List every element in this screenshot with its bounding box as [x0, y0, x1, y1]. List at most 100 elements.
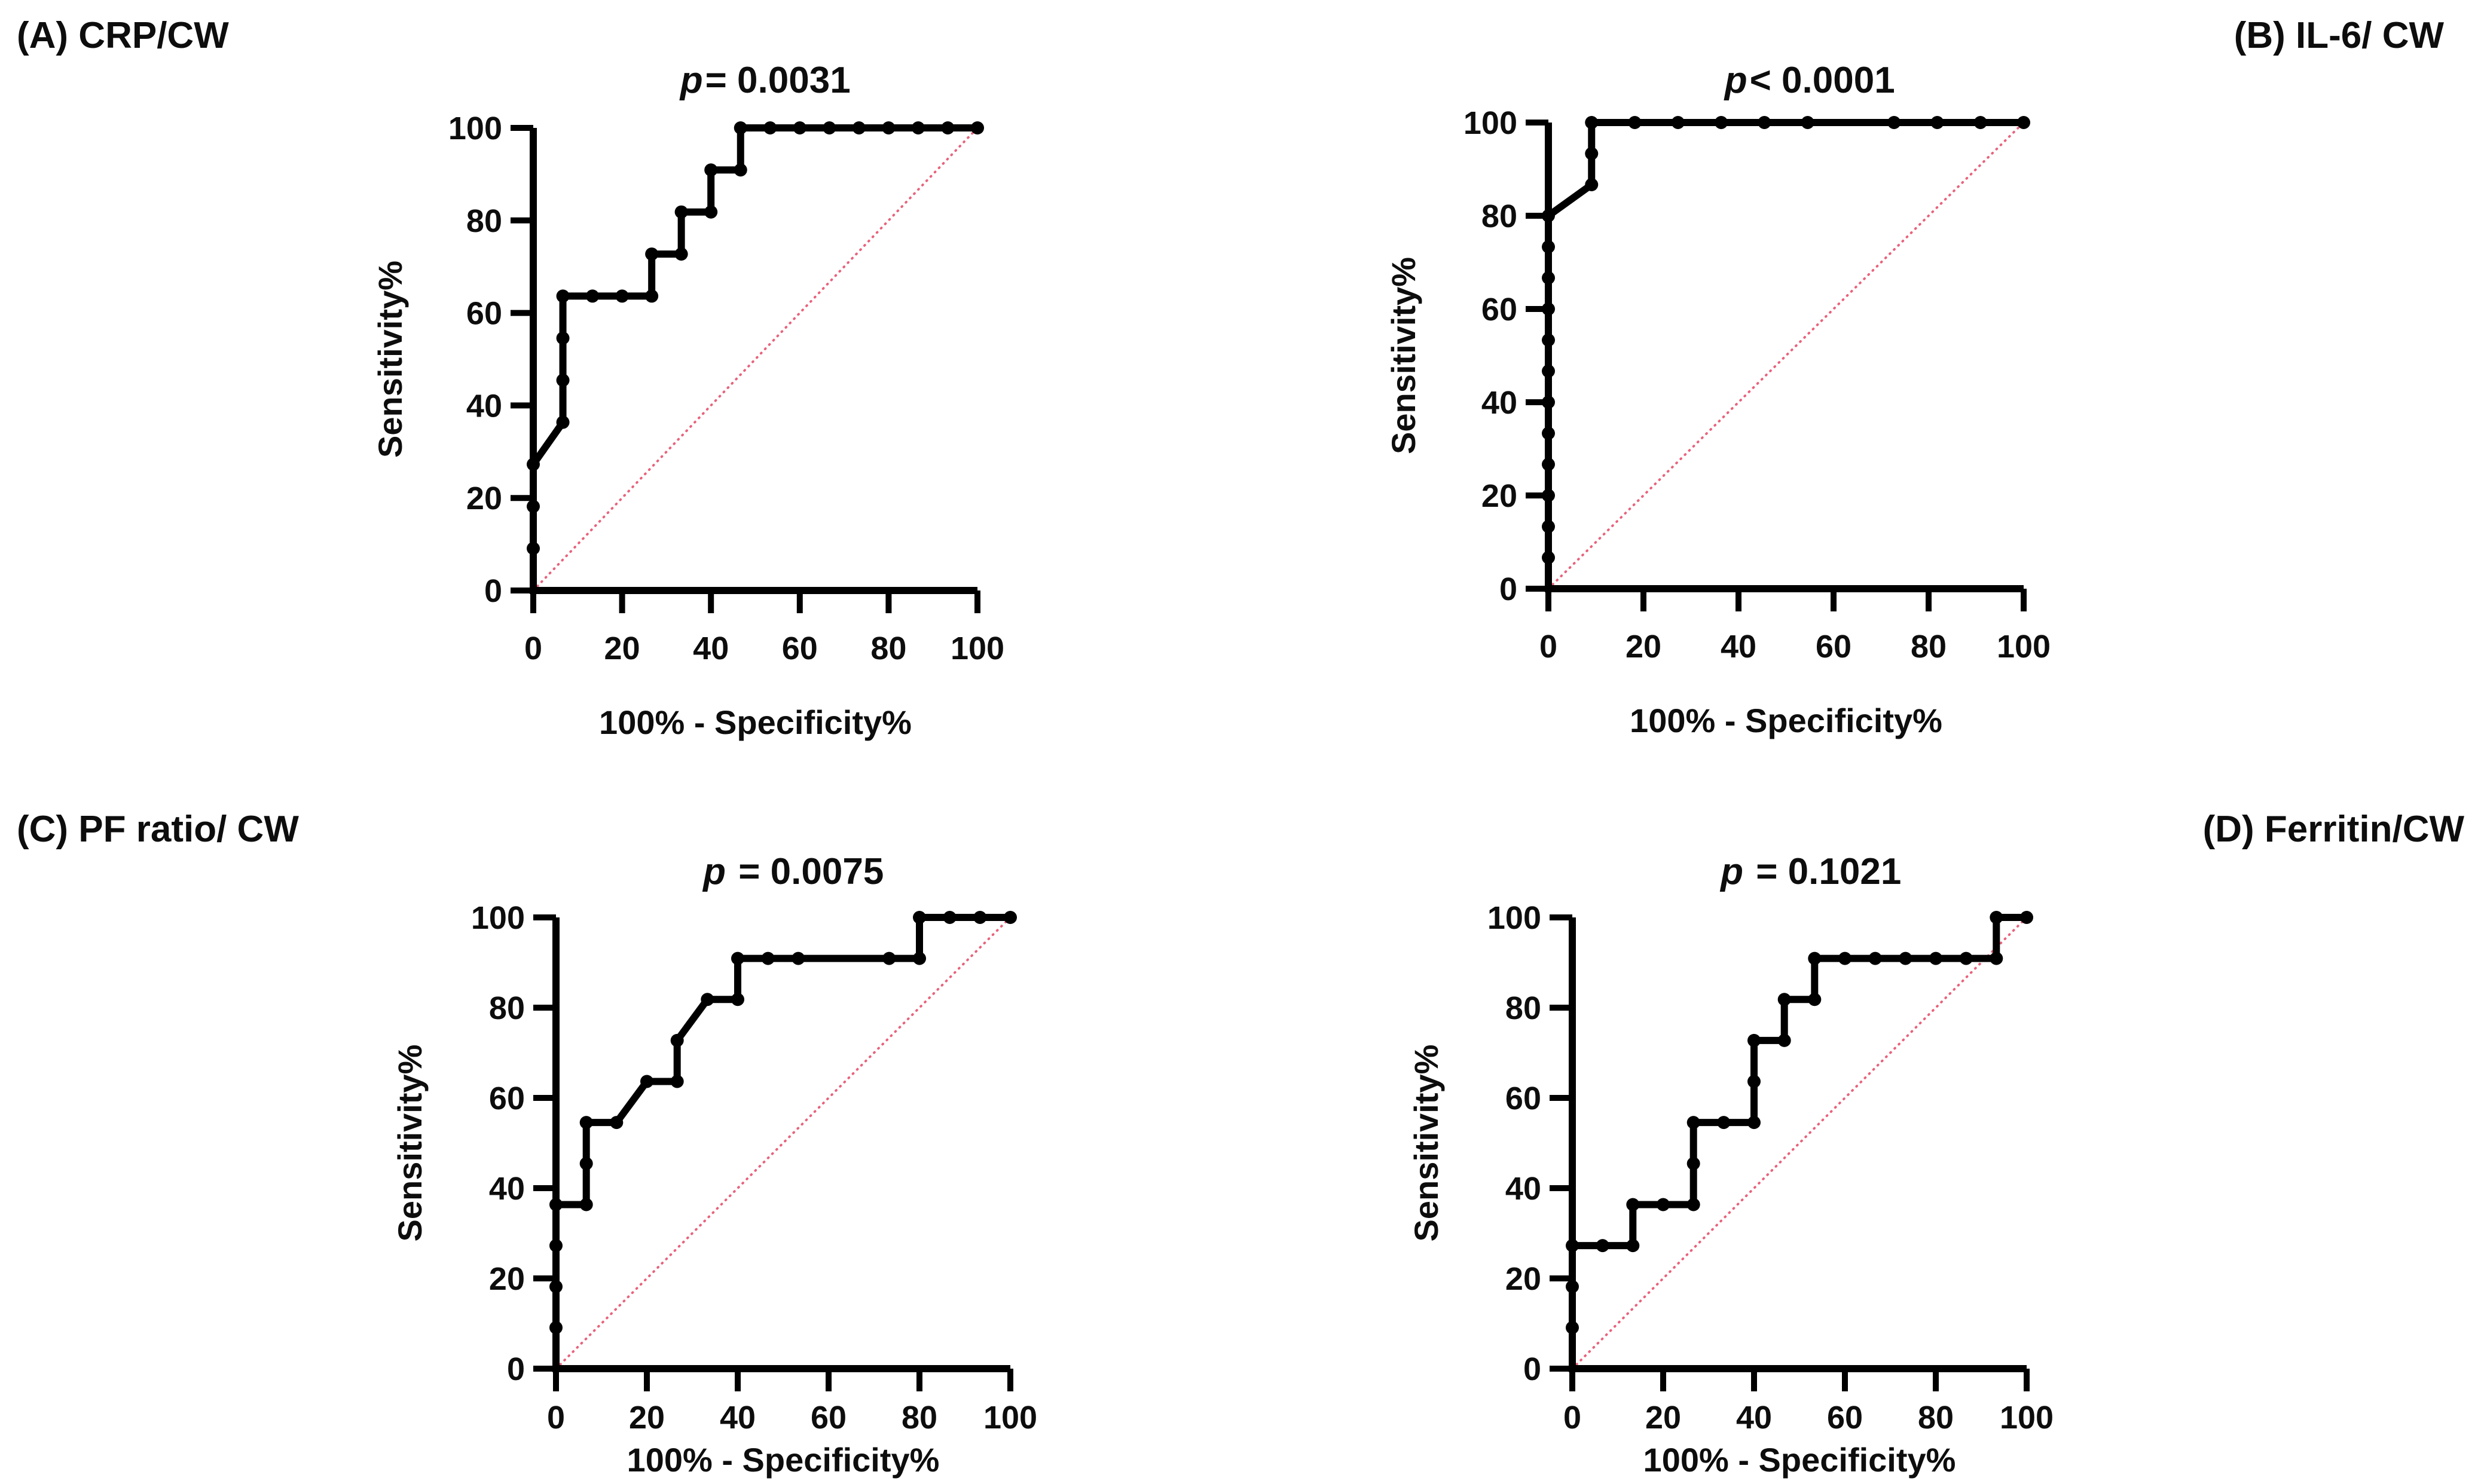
- roc-point: [670, 1075, 684, 1088]
- roc-point: [943, 911, 957, 924]
- roc-point: [2017, 116, 2030, 129]
- roc-point: [1542, 333, 1555, 347]
- x-tick-label: 0: [1563, 1400, 1581, 1436]
- roc-point: [610, 1116, 624, 1130]
- roc-point: [704, 205, 718, 219]
- roc-point: [1542, 302, 1555, 316]
- roc-point: [1747, 1033, 1761, 1047]
- roc-point: [971, 121, 984, 134]
- y-tick-label: 60: [466, 296, 502, 332]
- y-tick-label: 40: [1505, 1171, 1541, 1207]
- roc-point: [1686, 1156, 1700, 1170]
- roc-point: [1585, 147, 1599, 161]
- roc-point: [556, 415, 570, 429]
- x-tick-label: 40: [1736, 1400, 1772, 1436]
- roc-point: [527, 500, 540, 513]
- roc-panel-D: 0 20 40 60 80 100 0 20 40 60 80 100 100% - Specifici…: [1407, 900, 2054, 1479]
- pvalue-p-symbol: p: [1721, 851, 1744, 892]
- pvalue-text: = 0.1021: [1746, 851, 1902, 892]
- panel-d-label: (D) Ferritin/CW: [2202, 809, 2464, 850]
- x-tick-label: 80: [870, 631, 906, 666]
- y-tick-label: 20: [489, 1261, 525, 1297]
- roc-point: [1626, 1198, 1640, 1211]
- roc-point: [645, 247, 659, 261]
- roc-point: [556, 289, 570, 303]
- roc-panel-A: 0 20 40 60 80 100 0 20 40 60 80 100 100% - Specifici…: [371, 111, 1004, 741]
- roc-panel-B: 0 20 40 60 80 100 0 20 40 60 80 100 100% - Specifici…: [1385, 105, 2051, 739]
- roc-point: [674, 247, 688, 261]
- roc-point: [527, 541, 540, 555]
- y-tick-label: 100: [1487, 900, 1541, 936]
- roc-point: [911, 121, 925, 134]
- roc-point: [674, 205, 688, 219]
- y-tick-label: 80: [1481, 198, 1517, 234]
- x-tick-label: 20: [1645, 1400, 1681, 1436]
- chance-line: [1571, 916, 2028, 1370]
- x-tick-label: 40: [693, 631, 729, 666]
- roc-point: [793, 121, 806, 134]
- y-axis-label: Sensitivity%: [371, 261, 409, 458]
- chance-line: [555, 916, 1012, 1370]
- roc-point: [1990, 951, 2003, 965]
- pvalue-p-symbol: p: [680, 60, 703, 101]
- x-tick-label: 60: [1827, 1400, 1863, 1436]
- roc-point: [1838, 951, 1851, 965]
- roc-curve: [1545, 119, 2024, 589]
- roc-point: [1004, 911, 1017, 924]
- roc-point: [1959, 951, 1973, 965]
- x-axis-label: 100% - Specificity%: [627, 1441, 940, 1479]
- roc-point: [1930, 116, 1944, 129]
- y-tick-label: 20: [1505, 1261, 1541, 1297]
- roc-point: [1626, 1239, 1640, 1253]
- roc-point: [1801, 116, 1814, 129]
- roc-point: [579, 1198, 593, 1211]
- roc-point: [763, 121, 777, 134]
- x-tick-label: 40: [720, 1400, 756, 1436]
- roc-point: [579, 1116, 593, 1130]
- roc-point: [1542, 240, 1555, 254]
- roc-point: [1868, 951, 1882, 965]
- pvalue-text: = 0.0075: [728, 851, 884, 892]
- roc-point: [1542, 209, 1555, 222]
- roc-point: [549, 1198, 563, 1211]
- y-axis-label: Sensitivity%: [1407, 1045, 1445, 1242]
- roc-point: [1777, 1033, 1791, 1047]
- roc-point: [1542, 396, 1555, 409]
- roc-point: [615, 289, 629, 303]
- panel-a-label: (A) CRP/CW: [17, 15, 229, 56]
- panel-c-label: (C) PF ratio/ CW: [17, 809, 299, 850]
- y-tick-label: 100: [1463, 105, 1517, 141]
- panel-c-pvalue-title: p = 0.0075: [683, 808, 884, 893]
- roc-point: [1542, 271, 1555, 284]
- x-axis-label: 100% - Specificity%: [1643, 1441, 1956, 1479]
- roc-point: [1777, 993, 1791, 1006]
- x-tick-label: 80: [1911, 629, 1947, 665]
- roc-point: [701, 993, 714, 1006]
- y-tick-label: 80: [489, 990, 525, 1026]
- roc-point: [1973, 116, 1987, 129]
- roc-point: [1717, 1116, 1731, 1130]
- roc-point: [1585, 178, 1599, 191]
- roc-point: [1657, 1198, 1670, 1211]
- roc-point: [1566, 1239, 1579, 1253]
- x-tick-label: 20: [629, 1400, 665, 1436]
- roc-point: [1542, 427, 1555, 440]
- y-axis-label: Sensitivity%: [1385, 257, 1422, 454]
- y-axis-label: Sensitivity%: [391, 1045, 429, 1242]
- roc-point: [734, 163, 747, 177]
- y-tick-label: 80: [1505, 990, 1541, 1026]
- roc-point: [823, 121, 836, 134]
- x-tick-label: 20: [1626, 629, 1661, 665]
- pvalue-text: = 0.0031: [705, 60, 851, 101]
- roc-point: [1887, 116, 1901, 129]
- roc-point: [761, 951, 775, 965]
- roc-point: [1686, 1198, 1700, 1211]
- roc-point: [645, 289, 659, 303]
- roc-point: [1542, 489, 1555, 502]
- pvalue-text: < 0.0001: [1749, 60, 1895, 101]
- y-tick-label: 80: [466, 203, 502, 239]
- axes: [1545, 123, 2024, 592]
- roc-point: [1542, 520, 1555, 534]
